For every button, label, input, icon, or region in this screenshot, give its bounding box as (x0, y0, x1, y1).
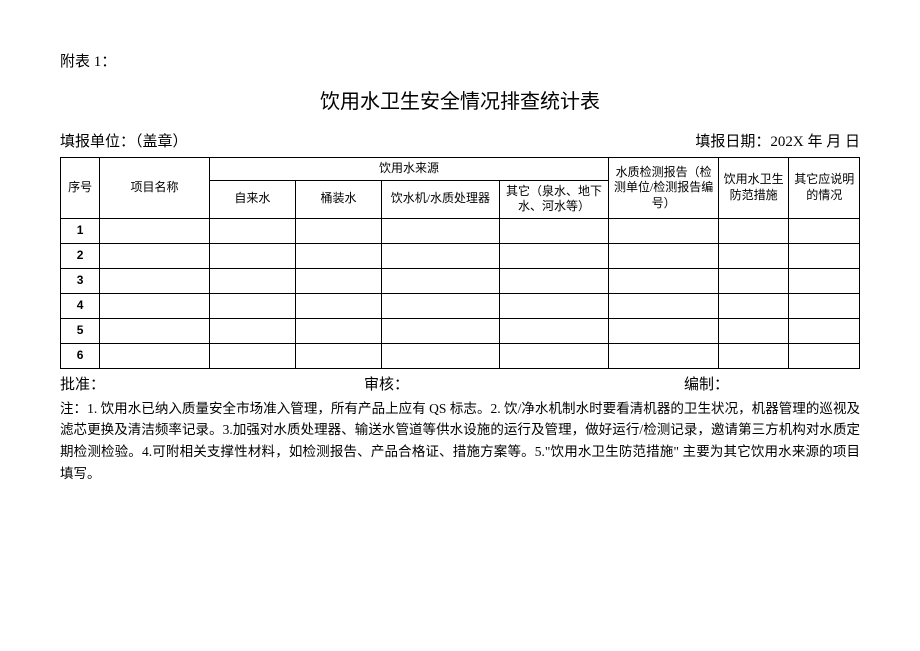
compile-label: 编制： (684, 373, 860, 394)
cell (100, 343, 210, 368)
inspection-table: 序号 项目名称 饮用水来源 水质检测报告（检测单位/检测报告编号） 饮用水卫生防… (60, 157, 860, 369)
row-number: 6 (61, 343, 100, 368)
cell (100, 268, 210, 293)
cell (209, 318, 295, 343)
row-number: 2 (61, 243, 100, 268)
table-row: 4 (61, 293, 860, 318)
cell (382, 343, 500, 368)
cell (382, 243, 500, 268)
attachment-label: 附表 1： (60, 50, 860, 71)
cell (718, 243, 789, 268)
cell (718, 343, 789, 368)
row-number: 3 (61, 268, 100, 293)
cell (209, 218, 295, 243)
cell (295, 268, 381, 293)
approve-label: 批准： (60, 373, 364, 394)
row-number: 4 (61, 293, 100, 318)
col-measure: 饮用水卫生防范措施 (718, 158, 789, 219)
cell (382, 318, 500, 343)
date-label: 填报日期：202X 年 月 日 (695, 130, 860, 151)
cell (100, 243, 210, 268)
cell (609, 293, 719, 318)
cell (499, 293, 609, 318)
cell (789, 293, 860, 318)
cell (209, 343, 295, 368)
review-label: 审核： (364, 373, 684, 394)
signature-row: 批准： 审核： 编制： (60, 373, 860, 394)
cell (295, 318, 381, 343)
cell (382, 293, 500, 318)
notes-text: 注：1. 饮用水已纳入质量安全市场准入管理，所有产品上应有 QS 标志。2. 饮… (60, 398, 860, 484)
table-row: 6 (61, 343, 860, 368)
cell (382, 268, 500, 293)
cell (295, 218, 381, 243)
cell (609, 318, 719, 343)
row-number: 1 (61, 218, 100, 243)
cell (295, 343, 381, 368)
cell (295, 293, 381, 318)
col-project: 项目名称 (100, 158, 210, 219)
col-other: 其它应说明的情况 (789, 158, 860, 219)
table-row: 1 (61, 218, 860, 243)
table-body: 1 2 3 4 5 6 (61, 218, 860, 368)
col-tap: 自来水 (209, 180, 295, 218)
cell (382, 218, 500, 243)
cell (100, 218, 210, 243)
cell (295, 243, 381, 268)
cell (209, 268, 295, 293)
cell (789, 268, 860, 293)
cell (100, 318, 210, 343)
cell (789, 343, 860, 368)
table-row: 2 (61, 243, 860, 268)
cell (100, 293, 210, 318)
cell (499, 243, 609, 268)
cell (499, 218, 609, 243)
row-number: 5 (61, 318, 100, 343)
col-misc: 其它（泉水、地下水、河水等） (499, 180, 609, 218)
cell (609, 218, 719, 243)
org-label: 填报单位：（盖章） (60, 130, 188, 151)
cell (499, 343, 609, 368)
cell (499, 268, 609, 293)
cell (718, 293, 789, 318)
col-source-group: 饮用水来源 (209, 158, 608, 181)
cell (609, 268, 719, 293)
cell (718, 268, 789, 293)
cell (499, 318, 609, 343)
col-seq: 序号 (61, 158, 100, 219)
cell (789, 318, 860, 343)
cell (209, 243, 295, 268)
table-row: 5 (61, 318, 860, 343)
cell (209, 293, 295, 318)
cell (718, 318, 789, 343)
cell (789, 218, 860, 243)
table-row: 3 (61, 268, 860, 293)
col-report: 水质检测报告（检测单位/检测报告编号） (609, 158, 719, 219)
col-machine: 饮水机/水质处理器 (382, 180, 500, 218)
cell (609, 343, 719, 368)
document-page: 附表 1： 饮用水卫生安全情况排查统计表 填报单位：（盖章） 填报日期：202X… (0, 0, 920, 484)
page-title: 饮用水卫生安全情况排查统计表 (60, 85, 860, 114)
cell (718, 218, 789, 243)
meta-row: 填报单位：（盖章） 填报日期：202X 年 月 日 (60, 130, 860, 151)
cell (609, 243, 719, 268)
cell (789, 243, 860, 268)
col-bottled: 桶装水 (295, 180, 381, 218)
